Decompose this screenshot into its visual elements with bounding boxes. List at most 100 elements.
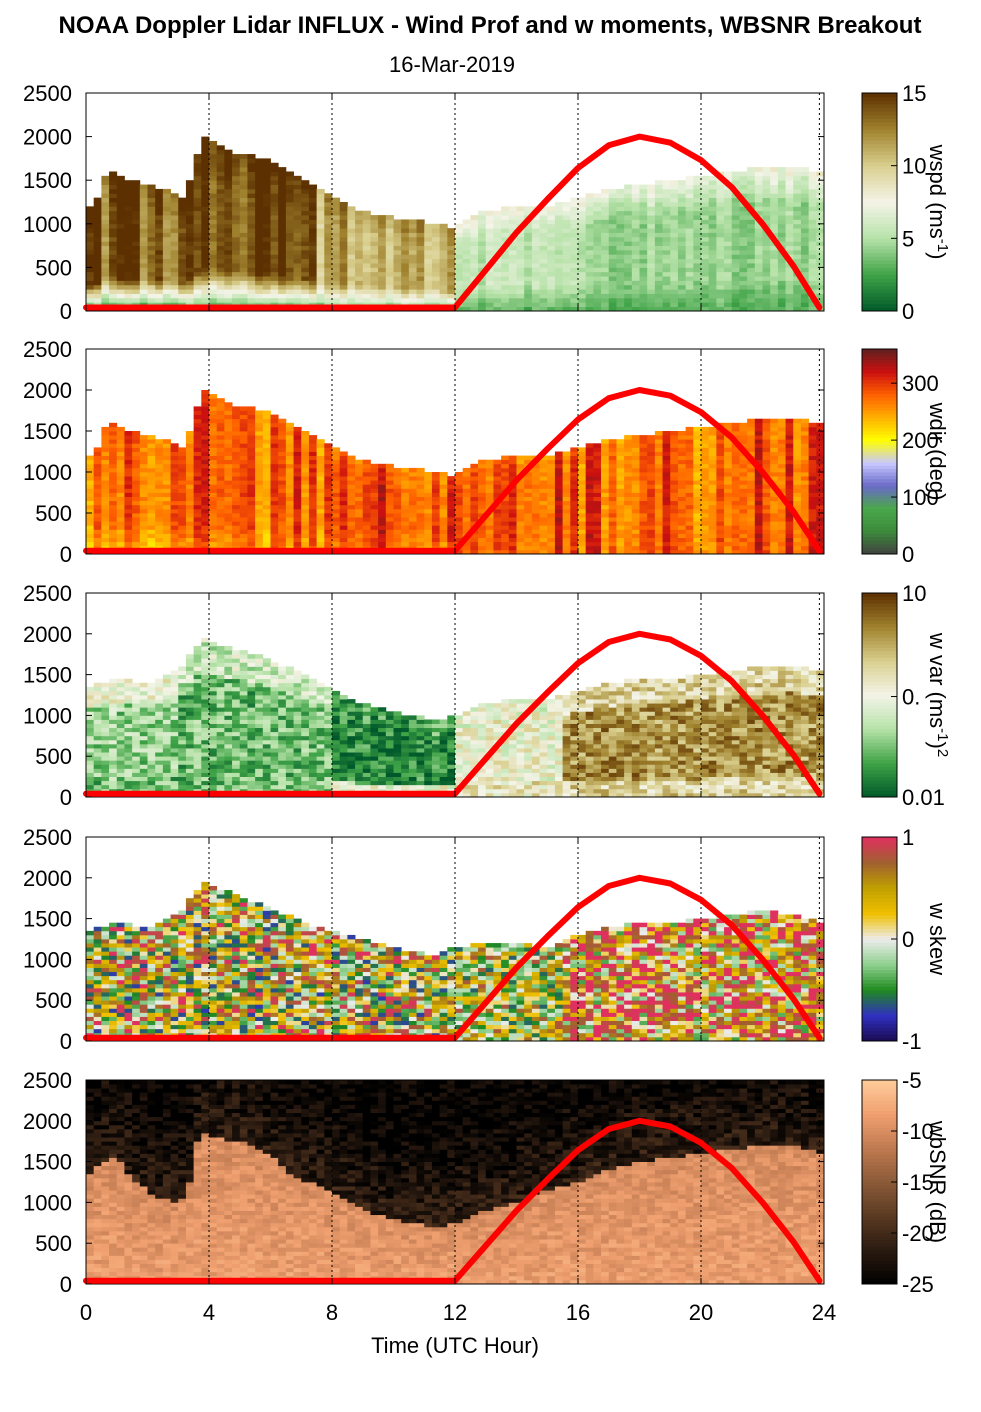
heatmap-cell xyxy=(193,254,202,260)
heatmap-cell xyxy=(385,280,394,286)
heatmap-cell xyxy=(531,228,540,233)
heatmap-cell xyxy=(255,410,264,415)
heatmap-cell xyxy=(624,249,633,255)
heatmap-cell xyxy=(754,241,763,246)
heatmap-cell xyxy=(816,175,825,181)
heatmap-cell xyxy=(670,197,679,203)
heatmap-cell xyxy=(408,537,417,543)
heatmap-cell xyxy=(439,541,448,547)
heatmap-cell xyxy=(539,245,548,251)
heatmap-cell xyxy=(470,521,479,526)
heatmap-cell xyxy=(201,223,210,229)
heatmap-cell xyxy=(308,249,318,255)
heatmap-cell xyxy=(155,188,164,194)
heatmap-cell xyxy=(585,197,594,203)
heatmap-cell xyxy=(570,276,579,281)
heatmap-cell xyxy=(677,245,687,251)
heatmap-cell xyxy=(285,249,294,255)
heatmap-cell xyxy=(654,276,663,281)
heatmap-cell xyxy=(508,245,517,251)
heatmap-cell xyxy=(270,202,279,207)
heatmap-cell xyxy=(593,202,602,207)
heatmap-cell xyxy=(470,263,479,268)
heatmap-cell xyxy=(401,472,410,477)
heatmap-cell xyxy=(431,267,441,273)
heatmap-cell xyxy=(170,228,179,233)
heatmap-cell xyxy=(185,463,195,469)
heatmap-cell xyxy=(508,533,517,538)
heatmap-cell xyxy=(777,258,786,264)
heatmap-cell xyxy=(693,284,702,290)
heatmap-cell xyxy=(631,435,640,440)
heatmap-cell xyxy=(155,541,164,547)
heatmap-cell xyxy=(216,496,225,502)
heatmap-cell xyxy=(708,284,717,290)
heatmap-cell xyxy=(293,525,302,530)
heatmap-cell xyxy=(501,529,510,534)
heatmap-cell xyxy=(762,215,771,220)
heatmap-cell xyxy=(516,219,525,225)
heatmap-cell xyxy=(431,232,441,238)
heatmap-cell xyxy=(185,297,195,303)
heatmap-cell xyxy=(747,175,756,181)
heatmap-cell xyxy=(124,480,133,485)
heatmap-cell xyxy=(216,455,225,461)
heatmap-cell xyxy=(139,517,148,522)
colorbar-label-end: ) xyxy=(925,252,950,259)
heatmap-cell xyxy=(631,245,640,251)
heatmap-cell xyxy=(662,210,671,216)
heatmap-cell xyxy=(608,228,617,233)
heatmap-cell xyxy=(408,297,417,303)
heatmap-cell xyxy=(654,206,663,212)
heatmap-cell xyxy=(739,276,748,281)
heatmap-cell xyxy=(278,284,287,290)
heatmap-cell xyxy=(347,521,356,526)
heatmap-cell xyxy=(255,241,264,246)
heatmap-cell xyxy=(608,258,617,264)
heatmap-cell xyxy=(116,537,125,543)
heatmap-cell xyxy=(178,476,187,481)
heatmap-cell xyxy=(162,284,171,290)
heatmap-cell xyxy=(539,276,548,281)
heatmap-cell xyxy=(524,232,533,238)
heatmap-cell xyxy=(139,459,148,465)
heatmap-cell xyxy=(616,455,625,461)
heatmap-cell xyxy=(554,455,564,461)
heatmap-cell xyxy=(370,280,379,286)
heatmap-cell xyxy=(493,289,502,294)
heatmap-cell xyxy=(201,455,210,461)
heatmap-cell xyxy=(332,455,341,461)
heatmap-cell xyxy=(570,249,579,255)
heatmap-cell xyxy=(439,258,448,264)
heatmap-cell xyxy=(601,249,610,255)
heatmap-cell xyxy=(431,223,441,229)
colorbar-band xyxy=(862,169,897,174)
heatmap-cell xyxy=(478,284,487,290)
heatmap-cell xyxy=(624,210,633,216)
heatmap-cell xyxy=(216,508,225,514)
heatmap-cell xyxy=(408,500,417,506)
heatmap-cell xyxy=(647,184,656,190)
heatmap-cell xyxy=(601,197,610,203)
heatmap-cell xyxy=(324,537,333,543)
heatmap-cell xyxy=(247,215,256,220)
heatmap-cell xyxy=(508,545,517,551)
heatmap-cell xyxy=(408,284,417,290)
heatmap-cell xyxy=(355,467,364,473)
heatmap-cell xyxy=(770,271,779,277)
heatmap-cell xyxy=(531,306,540,312)
heatmap-cell xyxy=(332,541,341,547)
heatmap-cell xyxy=(285,197,294,203)
heatmap-cell xyxy=(339,289,348,294)
heatmap-cell xyxy=(285,175,294,181)
heatmap-cell xyxy=(685,254,694,260)
heatmap-cell xyxy=(570,271,579,277)
heatmap-cell xyxy=(601,496,610,502)
heatmap-cell xyxy=(701,263,710,268)
colorbar-label-text: wspd (ms xyxy=(925,144,950,239)
heatmap-cell xyxy=(777,289,786,294)
heatmap-cell xyxy=(193,171,202,177)
heatmap-cell xyxy=(308,537,318,543)
heatmap-cell xyxy=(193,508,202,514)
heatmap-cell xyxy=(585,258,594,264)
